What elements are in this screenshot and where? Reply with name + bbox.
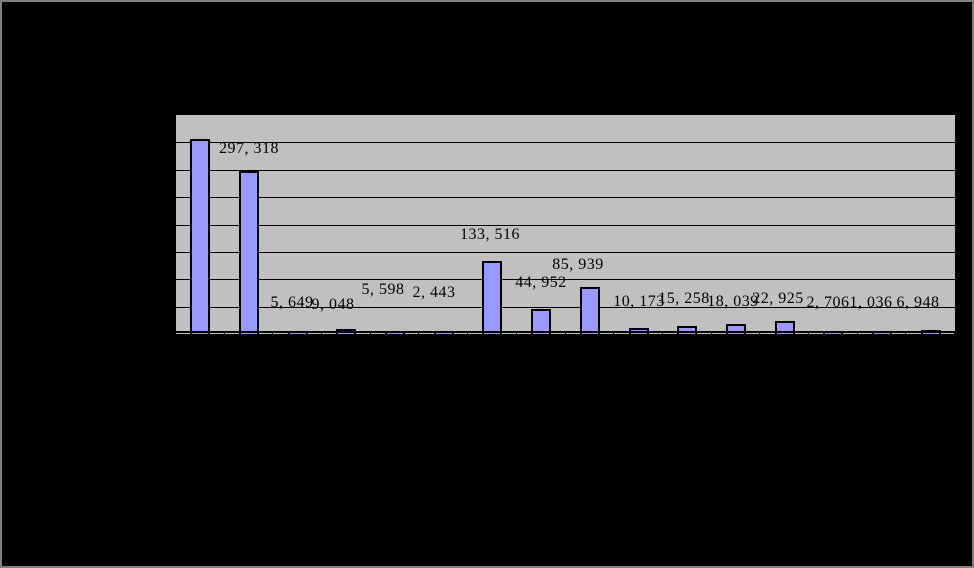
bar-label: 22, 925 (752, 290, 804, 307)
x-axis-tick (905, 333, 906, 337)
bar-label: 297, 318 (219, 140, 279, 157)
y-axis-tick (169, 114, 175, 115)
x-axis-tick (224, 333, 225, 337)
bar-label: 10, 173 (613, 293, 665, 310)
bar (775, 321, 795, 334)
bar (531, 309, 551, 334)
gridline (176, 225, 955, 226)
bar-label: 9, 048 (311, 296, 355, 313)
bar (239, 171, 259, 334)
plot-area: 297, 318 5, 649 9, 048 5, 598 2, 443 133, 516… (175, 114, 956, 335)
y-axis-tick (169, 278, 175, 279)
bar (726, 324, 746, 334)
bar-label: 133, 516 (460, 226, 520, 243)
bar-label: 44, 952 (515, 274, 567, 291)
x-axis-line (175, 331, 955, 333)
x-axis-tick (857, 333, 858, 337)
bar (580, 287, 600, 334)
y-axis-tick (169, 333, 175, 334)
x-axis-tick (467, 333, 468, 337)
x-axis-tick (272, 333, 273, 337)
x-axis-tick (613, 333, 614, 337)
bar-label: 1, 036 (849, 294, 893, 311)
y-axis-tick (169, 224, 175, 225)
y-axis-tick (169, 251, 175, 252)
x-axis-tick (175, 333, 176, 337)
bar-label: 2, 443 (412, 284, 456, 301)
x-axis-tick (418, 333, 419, 337)
x-axis-tick (321, 333, 322, 337)
bar-label: 5, 598 (361, 281, 405, 298)
y-axis-tick (169, 169, 175, 170)
gridline (176, 197, 955, 198)
gridline (176, 279, 955, 280)
bar-label: 2, 706 (806, 294, 850, 311)
bar-label: 5, 649 (270, 294, 314, 311)
x-axis-tick (370, 333, 371, 337)
gridline (176, 307, 955, 308)
bar-label: 6, 948 (896, 294, 940, 311)
x-axis-tick (565, 333, 566, 337)
bar (677, 326, 697, 334)
bar (482, 261, 502, 334)
bar-label: 18, 039 (707, 293, 759, 310)
x-axis-tick (759, 333, 760, 337)
bar (190, 139, 210, 334)
x-axis-tick (662, 333, 663, 337)
gridline (176, 142, 955, 143)
x-axis-tick (711, 333, 712, 337)
y-axis-tick (169, 141, 175, 142)
x-axis-tick (954, 333, 955, 337)
gridline (176, 252, 955, 253)
x-axis-tick (808, 333, 809, 337)
gridline (176, 170, 955, 171)
bar-label: 85, 939 (552, 256, 604, 273)
x-axis-tick (516, 333, 517, 337)
y-axis-tick (169, 196, 175, 197)
y-axis-tick (169, 306, 175, 307)
bar-label: 15, 258 (658, 290, 710, 307)
